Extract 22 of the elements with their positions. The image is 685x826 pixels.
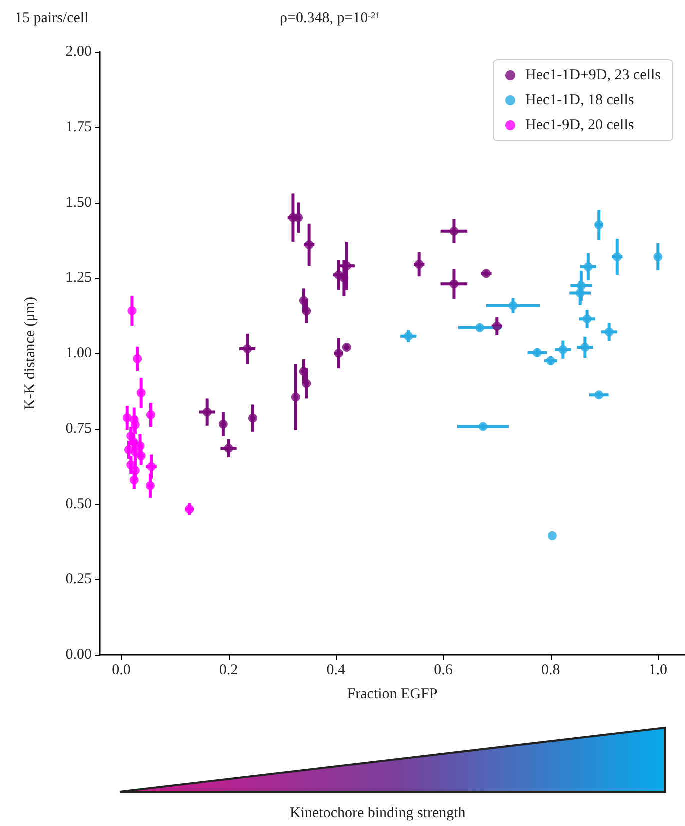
y-tick-label: 0.25 [66,572,92,588]
x-tick-label: 0.8 [541,662,560,678]
y-tick-label: 2.00 [66,44,92,60]
y-tick-label: 1.75 [66,119,92,136]
legend-label: Hec1-9D, 20 cells [525,118,634,134]
y-tick-label: 1.25 [66,270,92,286]
y-tick-label: 1.00 [66,346,92,362]
y-axis-title: K-K distance (μm) [22,296,38,410]
text: 15 pairs/cell [15,10,89,26]
x-tick-label: 1.0 [648,662,668,678]
x-axis-title: Fraction EGFP [347,686,438,702]
legend-label: Hec1-1D, 18 cells [525,92,634,108]
text: Kinetochore binding strength [290,806,466,822]
x-tick-label: 0.4 [326,662,346,678]
x-tick-label: 0.0 [112,662,131,678]
x-tick-label: 0.2 [219,662,238,678]
x-tick-label: 0.6 [434,662,454,678]
y-tick-label: 0.75 [66,420,92,437]
y-tick-label: 0.00 [66,647,92,663]
y-tick-label: 0.50 [66,496,92,512]
legend-label: Hec1-1D+9D, 23 cells [525,68,662,84]
y-tick-label: 1.50 [66,194,92,211]
